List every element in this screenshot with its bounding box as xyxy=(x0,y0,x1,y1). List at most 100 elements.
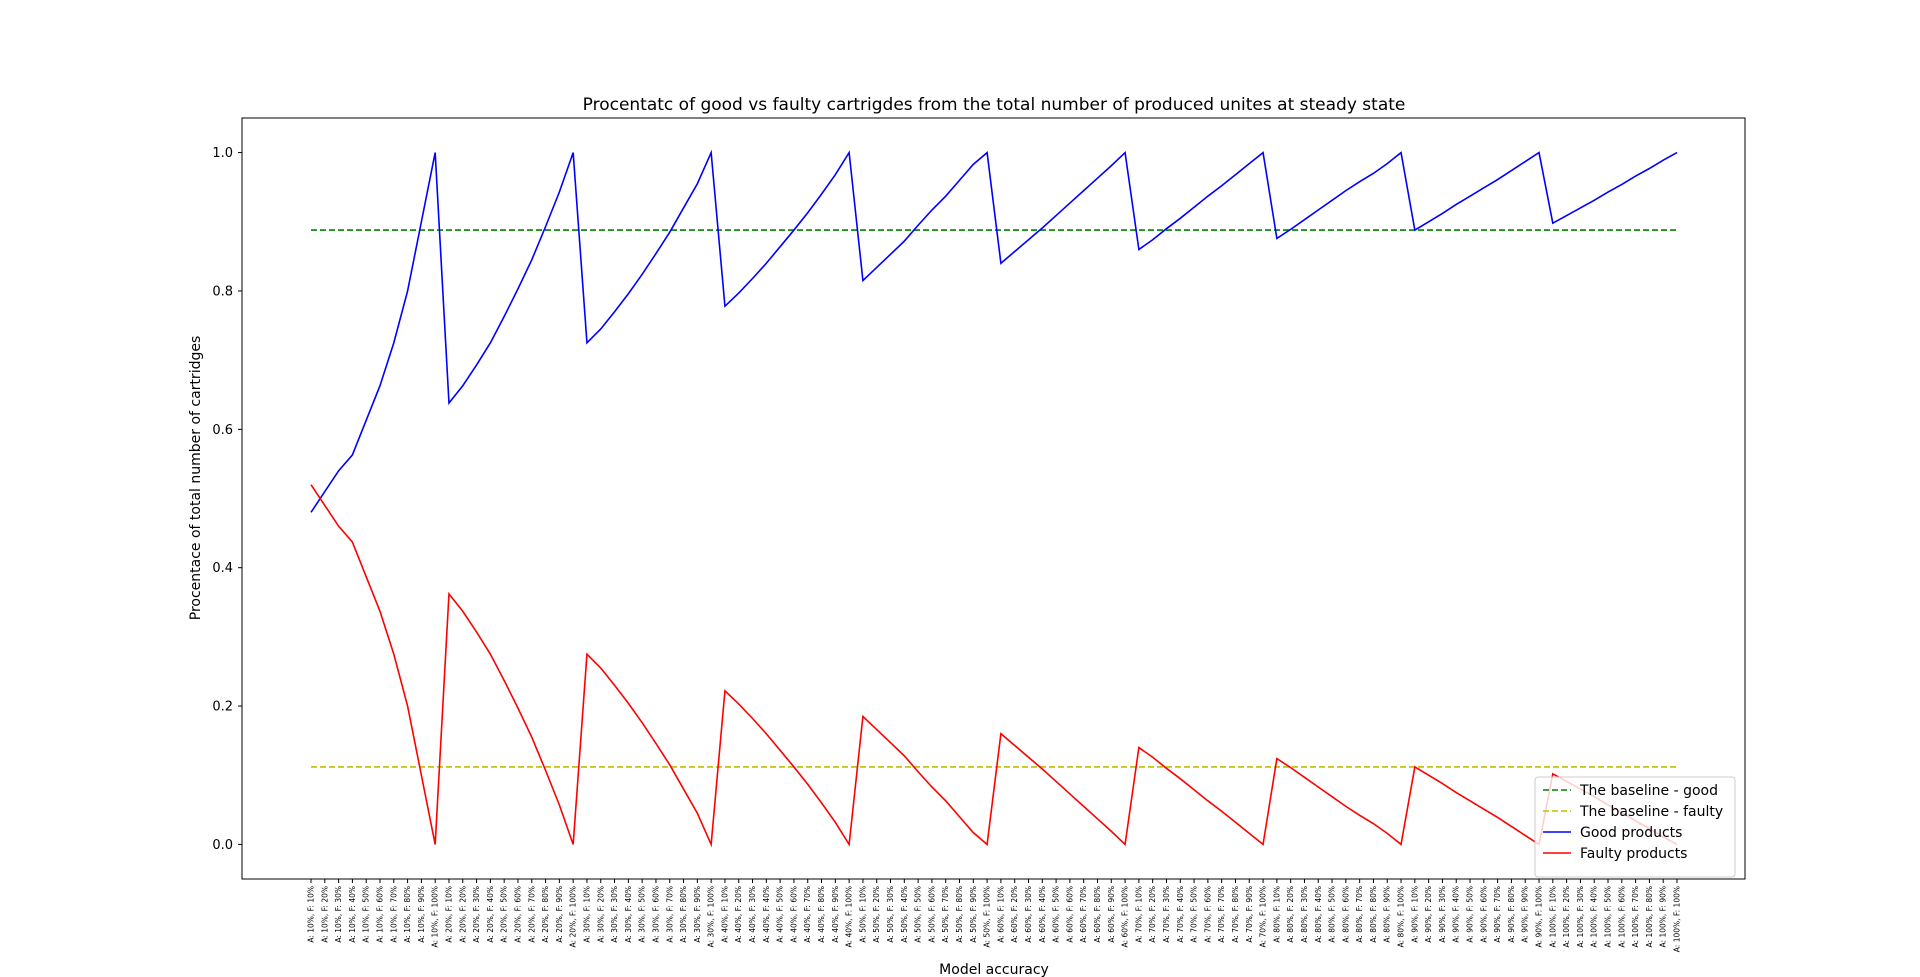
x-tick-label: A: 70%, F: 100% xyxy=(1259,886,1268,947)
legend-label: The baseline - good xyxy=(1579,783,1718,799)
x-tick-label: A: 30%, F: 90% xyxy=(693,886,702,943)
x-tick-label: A: 30%, F: 50% xyxy=(638,886,647,943)
x-tick-label: A: 10%, F: 50% xyxy=(362,886,371,943)
x-tick-label: A: 70%, F: 90% xyxy=(1245,886,1254,943)
x-tick-label: A: 100%, F: 20% xyxy=(1562,886,1571,947)
x-tick-label: A: 80%, F: 60% xyxy=(1341,886,1350,943)
x-tick-label: A: 20%, F: 90% xyxy=(555,886,564,943)
plot-frame xyxy=(241,117,1746,880)
x-tick-label: A: 50%, F: 50% xyxy=(914,886,923,943)
x-tick-label: A: 20%, F: 10% xyxy=(444,886,453,943)
x-tick-label: A: 90%, F: 30% xyxy=(1438,886,1447,943)
x-tick-label: A: 100%, F: 80% xyxy=(1645,886,1654,947)
x-tick-label: A: 30%, F: 80% xyxy=(679,886,688,943)
x-tick-label: A: 50%, F: 100% xyxy=(983,886,992,947)
x-tick-label: A: 40%, F: 60% xyxy=(789,886,798,943)
x-tick-label: A: 80%, F: 20% xyxy=(1286,886,1295,943)
x-tick-label: A: 80%, F: 10% xyxy=(1272,886,1281,943)
x-tick-label: A: 60%, F: 30% xyxy=(1024,886,1033,943)
x-tick-label: A: 50%, F: 60% xyxy=(927,886,936,943)
x-tick-label: A: 30%, F: 40% xyxy=(624,886,633,943)
x-tick-label: A: 70%, F: 80% xyxy=(1231,886,1240,943)
x-tick-label: A: 40%, F: 90% xyxy=(831,886,840,943)
x-tick-label: A: 60%, F: 20% xyxy=(1010,886,1019,943)
x-tick-label: A: 60%, F: 100% xyxy=(1121,886,1130,947)
x-tick-label: A: 50%, F: 70% xyxy=(941,886,950,943)
legend-label: Faulty products xyxy=(1580,846,1687,862)
x-tick-label: A: 90%, F: 60% xyxy=(1479,886,1488,943)
x-tick-label: A: 70%, F: 70% xyxy=(1217,886,1226,943)
x-tick-label: A: 10%, F: 10% xyxy=(307,886,316,943)
x-tick-label: A: 60%, F: 80% xyxy=(1093,886,1102,943)
x-axis: A: 10%, F: 10% A: 10%, F: 20% A: 10%, F: 3… xyxy=(307,879,1682,952)
x-tick-label: A: 40%, F: 30% xyxy=(748,886,757,943)
x-tick-label: A: 70%, F: 30% xyxy=(1162,886,1171,943)
x-tick-label: A: 40%, F: 80% xyxy=(817,886,826,943)
y-tick-label: 0.8 xyxy=(212,284,233,299)
x-tick-label: A: 80%, F: 30% xyxy=(1300,886,1309,943)
x-tick-label: A: 40%, F: 100% xyxy=(845,886,854,947)
x-tick-label: A: 100%, F: 30% xyxy=(1576,886,1585,947)
x-tick-label: A: 80%, F: 80% xyxy=(1369,886,1378,943)
x-tick-label: A: 30%, F: 10% xyxy=(582,886,591,943)
y-tick-label: 0.0 xyxy=(212,838,233,853)
x-tick-label: A: 20%, F: 50% xyxy=(500,886,509,943)
legend-label: Good products xyxy=(1580,825,1682,841)
x-tick-label: A: 100%, F: 70% xyxy=(1631,886,1640,947)
x-tick-label: A: 20%, F: 40% xyxy=(486,886,495,943)
x-tick-label: A: 90%, F: 10% xyxy=(1410,886,1419,943)
x-tick-label: A: 70%, F: 60% xyxy=(1203,886,1212,943)
x-tick-label: A: 80%, F: 40% xyxy=(1314,886,1323,943)
x-tick-label: A: 40%, F: 50% xyxy=(776,886,785,943)
x-tick-label: A: 50%, F: 40% xyxy=(900,886,909,943)
x-tick-label: A: 10%, F: 90% xyxy=(417,886,426,943)
x-tick-label: A: 40%, F: 20% xyxy=(734,886,743,943)
series-line-good-products xyxy=(310,149,1678,513)
legend: The baseline - good The baseline - faulty… xyxy=(1534,776,1736,878)
x-tick-label: A: 20%, F: 20% xyxy=(458,886,467,943)
x-tick-label: A: 10%, F: 100% xyxy=(431,886,440,947)
x-tick-label: A: 70%, F: 40% xyxy=(1176,886,1185,943)
y-tick-label: 0.6 xyxy=(212,423,233,438)
x-tick-label: A: 70%, F: 20% xyxy=(1148,886,1157,943)
x-tick-label: A: 100%, F: 90% xyxy=(1659,886,1668,947)
x-tick-label: A: 20%, F: 70% xyxy=(527,886,536,943)
x-tick-label: A: 60%, F: 70% xyxy=(1079,886,1088,943)
x-tick-label: A: 20%, F: 30% xyxy=(472,886,481,943)
x-tick-label: A: 80%, F: 90% xyxy=(1383,886,1392,943)
x-tick-label: A: 80%, F: 100% xyxy=(1397,886,1406,947)
x-tick-label: A: 20%, F: 60% xyxy=(513,886,522,943)
y-tick-label: 0.4 xyxy=(212,561,233,576)
x-tick-label: A: 90%, F: 70% xyxy=(1493,886,1502,943)
x-axis-label: Model accuracy xyxy=(939,962,1049,977)
x-tick-label: A: 50%, F: 90% xyxy=(969,886,978,943)
x-tick-label: A: 90%, F: 50% xyxy=(1466,886,1475,943)
x-tick-label: A: 10%, F: 40% xyxy=(348,886,357,943)
x-tick-label: A: 60%, F: 90% xyxy=(1107,886,1116,943)
x-tick-label: A: 90%, F: 80% xyxy=(1507,886,1516,943)
x-tick-label: A: 30%, F: 20% xyxy=(596,886,605,943)
x-tick-label: A: 100%, F: 60% xyxy=(1617,886,1626,947)
x-tick-label: A: 50%, F: 80% xyxy=(955,886,964,943)
x-tick-label: A: 10%, F: 20% xyxy=(320,886,329,943)
x-tick-label: A: 90%, F: 40% xyxy=(1452,886,1461,943)
plot-area xyxy=(241,117,1746,880)
x-tick-label: A: 60%, F: 40% xyxy=(1038,886,1047,943)
x-tick-label: A: 20%, F: 100% xyxy=(569,886,578,947)
x-tick-label: A: 60%, F: 10% xyxy=(996,886,1005,943)
x-tick-label: A: 40%, F: 40% xyxy=(762,886,771,943)
legend-label: The baseline - faulty xyxy=(1579,804,1723,820)
x-tick-label: A: 50%, F: 10% xyxy=(858,886,867,943)
x-tick-label: A: 70%, F: 50% xyxy=(1190,886,1199,943)
x-tick-label: A: 10%, F: 60% xyxy=(375,886,384,943)
x-tick-label: A: 90%, F: 90% xyxy=(1521,886,1530,943)
legend-box xyxy=(1534,776,1736,878)
series-line-faulty-products xyxy=(310,484,1678,848)
y-axis-label: Procentace of total number of cartridges xyxy=(188,336,204,621)
x-tick-label: A: 20%, F: 80% xyxy=(541,886,550,943)
x-tick-label: A: 100%, F: 10% xyxy=(1548,886,1557,947)
x-tick-label: A: 10%, F: 30% xyxy=(334,886,343,943)
y-axis: 0.0 0.2 0.4 0.6 0.8 1.0 xyxy=(212,146,242,853)
